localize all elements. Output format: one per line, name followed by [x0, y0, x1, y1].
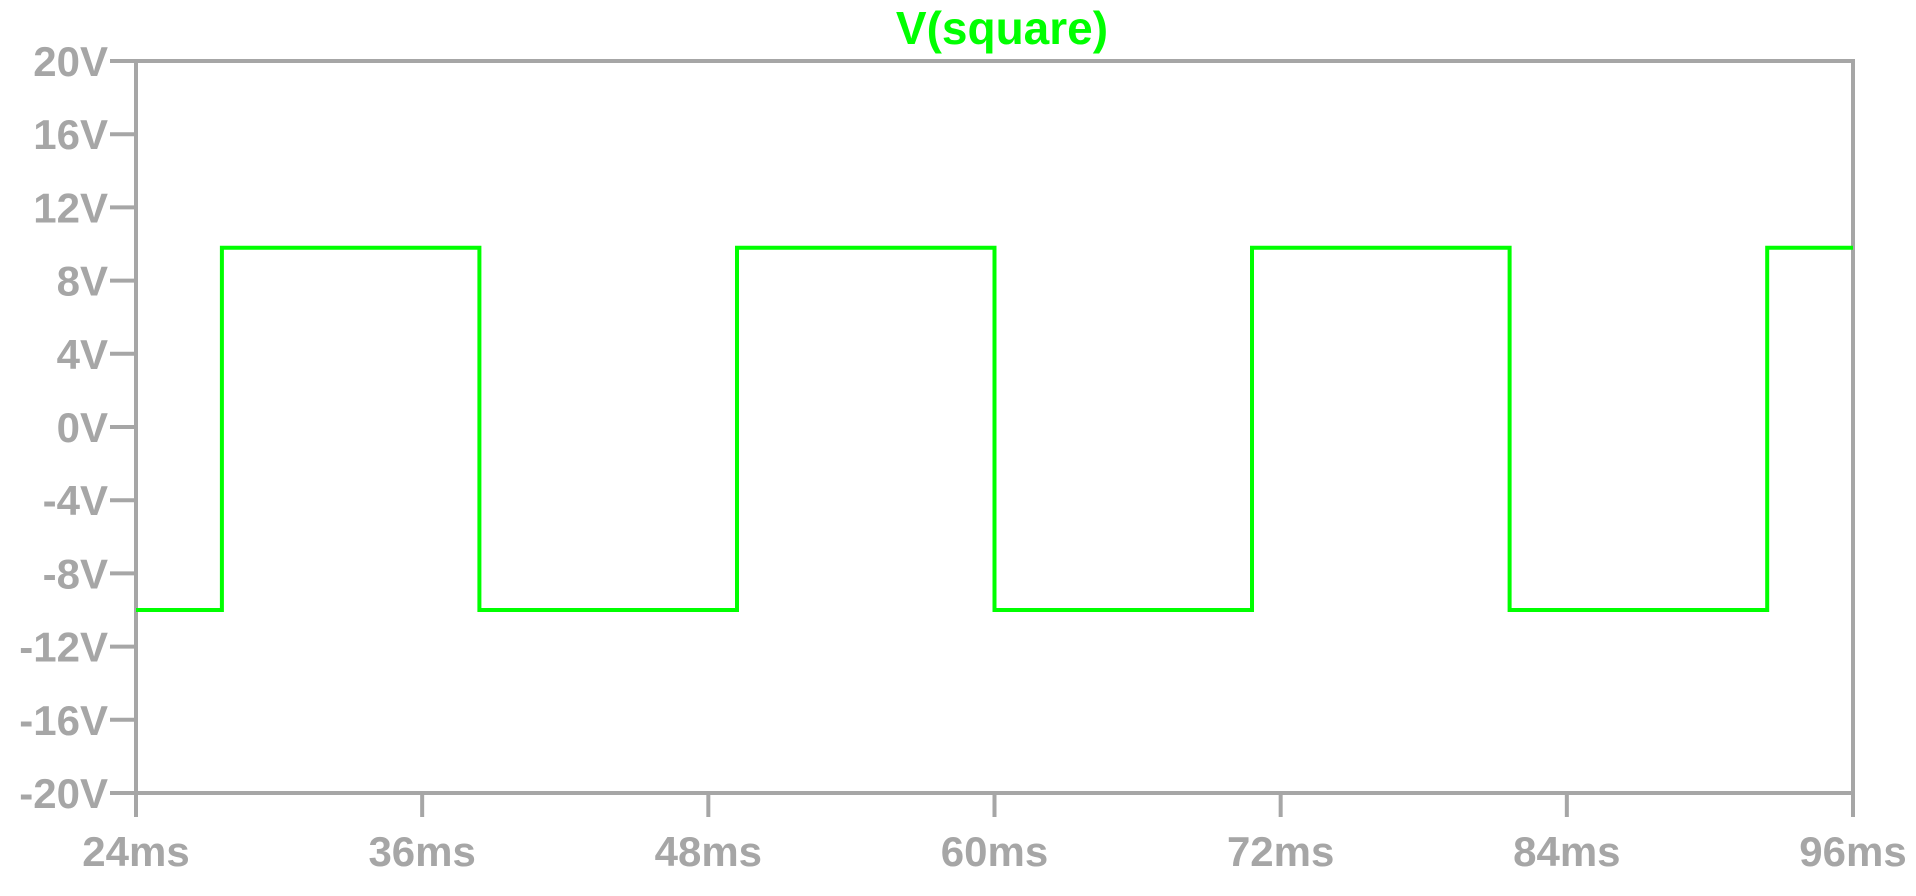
y-tick-label: 8V [57, 258, 108, 305]
y-tick-label: -8V [43, 550, 108, 597]
x-tick-label: 84ms [1513, 828, 1620, 875]
y-tick-label: -12V [19, 624, 108, 671]
series-layer [136, 245, 1853, 612]
series-line-v-square [136, 245, 1853, 612]
y-tick-label: 16V [33, 111, 108, 158]
x-axis: 24ms 36ms 48ms 60ms 72ms 84ms 96ms [82, 793, 1907, 875]
chart-title: V(square) [896, 2, 1108, 54]
x-tick-label: 24ms [82, 828, 189, 875]
y-tick-label: 12V [33, 184, 108, 231]
y-tick-label: 4V [57, 331, 108, 378]
x-tick-label: 36ms [368, 828, 475, 875]
y-tick-label: 20V [33, 38, 108, 85]
y-tick-label: 0V [57, 404, 108, 451]
x-tick-label: 72ms [1227, 828, 1334, 875]
y-axis: 20V 16V 12V 8V 4V 0V -4V -8V -12V -16V -20V [19, 38, 136, 817]
x-tick-label: 96ms [1799, 828, 1906, 875]
y-tick-label: -20V [19, 770, 108, 817]
y-tick-label: -4V [43, 477, 108, 524]
x-tick-label: 60ms [941, 828, 1048, 875]
y-tick-label: -16V [19, 697, 108, 744]
x-tick-label: 48ms [655, 828, 762, 875]
